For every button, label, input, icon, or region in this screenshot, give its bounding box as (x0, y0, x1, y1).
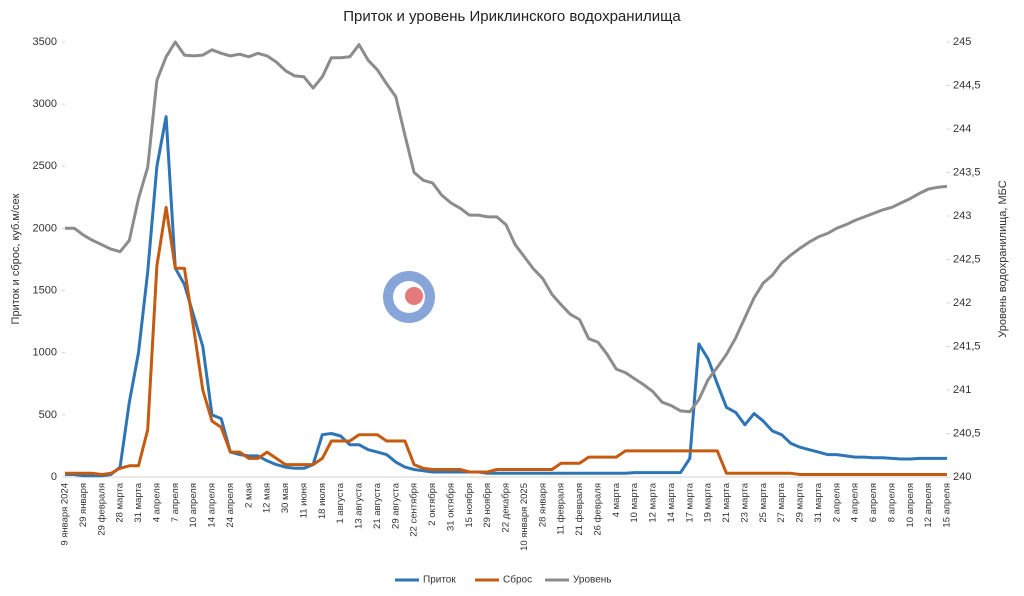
y2-tick-label: 243,5 (953, 166, 981, 178)
y2-tick-label: 243 (953, 210, 971, 222)
x-tick-label: 25 марта (758, 482, 769, 522)
x-tick-label: 29 августа (390, 482, 401, 529)
x-tick-label: 28 марта (115, 482, 126, 522)
x-tick-label: 2 апреля (831, 483, 842, 522)
y-tick-label: 3000 (33, 98, 57, 110)
x-tick-label: 7 апреля (170, 483, 181, 522)
x-tick-label: 17 марта (684, 482, 695, 522)
x-tick-label: 10 января 2025 (519, 483, 530, 551)
x-tick-label: 6 апреля (868, 483, 879, 522)
x-tick-label: 29 января (78, 483, 89, 527)
x-tick-label: 18 июля (317, 483, 328, 519)
x-tick-label: 21 февраля (574, 483, 585, 536)
y2-axis-label: Уровень водохранилища, МБС (997, 180, 1009, 337)
x-tick-label: 12 мая (262, 483, 273, 513)
x-tick-label: 22 декабря (501, 483, 512, 532)
x-tick-label: 14 марта (666, 482, 677, 522)
x-tick-label: 29 февраля (96, 483, 107, 536)
y2-tick-label: 241,5 (953, 340, 981, 352)
x-tick-label: 4 апреля (151, 483, 162, 522)
x-tick-label: 28 января (537, 483, 548, 527)
x-tick-label: 2 октября (427, 483, 438, 526)
x-tick-label: 23 марта (739, 482, 750, 522)
x-tick-label: 11 июня (298, 483, 309, 518)
y2-tick-label: 242,5 (953, 253, 981, 265)
y2-tick-label: 244 (953, 123, 971, 135)
x-tick-label: 12 марта (648, 482, 659, 522)
x-tick-label: 4 марта (611, 482, 622, 517)
x-tick-label: 15 ноября (464, 483, 475, 528)
x-tick-label: 14 апреля (207, 483, 218, 528)
x-tick-label: 2 мая (243, 483, 254, 508)
y-tick-label: 1500 (33, 284, 57, 296)
y2-tick-label: 241 (953, 384, 971, 396)
x-tick-label: 13 августа (354, 482, 365, 529)
x-tick-label: 10 апреля (188, 483, 199, 528)
x-tick-label: 11 февраля (556, 483, 567, 535)
y-tick-label: 1000 (33, 347, 57, 359)
x-tick-label: 1 августа (335, 482, 346, 523)
watermark-icon (383, 271, 435, 323)
x-tick-label: 30 мая (280, 483, 291, 513)
x-tick-label: 31 октября (445, 483, 456, 531)
y-tick-label: 0 (51, 471, 57, 483)
x-tick-label: 12 апреля (923, 483, 934, 528)
y2-tick-label: 245 (953, 36, 971, 48)
x-tick-label: 31 марта (813, 482, 824, 522)
legend-label: Уровень (573, 575, 612, 586)
y-tick-label: 500 (39, 409, 57, 421)
line-series (65, 115, 947, 478)
x-tick-label: 21 августа (372, 482, 383, 529)
y2-tick-label: 244,5 (953, 79, 981, 91)
line-series (65, 40, 948, 414)
chart-title: Приток и уровень Ириклинского водохранил… (343, 8, 681, 25)
y2-tick-label: 242 (953, 297, 971, 309)
x-tick-label: 22 сентября (409, 483, 420, 537)
x-tick-label: 15 апреля (942, 483, 953, 528)
y-axis-label: Приток и сброс, куб.м/сек (10, 193, 22, 324)
x-tick-label: 4 апреля (850, 483, 861, 522)
y2-tick-label: 240 (953, 471, 971, 483)
x-tick-label: 9 января 2024 (60, 483, 71, 546)
y2-tick-label: 240,5 (953, 427, 981, 439)
y-tick-label: 2000 (33, 222, 57, 234)
x-tick-label: 24 апреля (225, 483, 236, 528)
x-tick-label: 21 марта (721, 482, 732, 522)
x-tick-label: 29 ноября (482, 483, 493, 528)
legend-label: Приток (423, 575, 456, 586)
x-tick-label: 29 марта (795, 482, 806, 522)
watermark: Урал56.Ру (447, 276, 637, 318)
x-tick-label: 8 апреля (886, 483, 897, 522)
y-tick-label: 3500 (33, 36, 57, 48)
x-tick-label: 31 марта (133, 482, 144, 522)
x-tick-label: 19 марта (703, 482, 714, 522)
x-tick-label: 27 марта (776, 482, 787, 522)
x-tick-label: 26 февраля (592, 483, 603, 536)
legend-label: Сброс (503, 574, 532, 586)
x-tick-label: 10 апреля (905, 483, 916, 528)
line-series (65, 205, 947, 476)
x-tick-label: 10 марта (629, 482, 640, 522)
y-tick-label: 2500 (33, 160, 57, 172)
